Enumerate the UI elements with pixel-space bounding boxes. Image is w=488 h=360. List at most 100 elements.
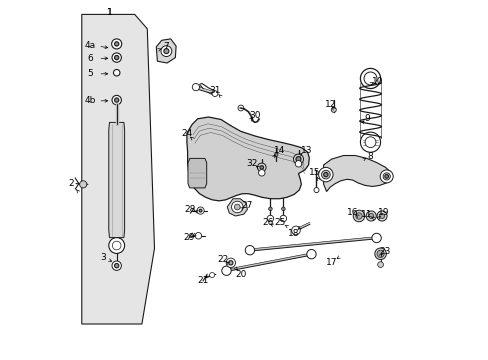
Circle shape bbox=[293, 154, 303, 164]
Circle shape bbox=[266, 215, 273, 222]
Circle shape bbox=[257, 163, 265, 172]
Circle shape bbox=[321, 170, 329, 179]
Text: 8: 8 bbox=[366, 152, 372, 161]
Text: 1: 1 bbox=[106, 8, 112, 17]
Circle shape bbox=[112, 261, 121, 270]
Circle shape bbox=[258, 170, 264, 176]
Circle shape bbox=[197, 207, 204, 214]
Circle shape bbox=[368, 213, 373, 219]
Circle shape bbox=[114, 55, 119, 60]
Circle shape bbox=[108, 238, 124, 253]
Text: 2: 2 bbox=[68, 179, 74, 188]
Circle shape bbox=[161, 46, 171, 57]
Circle shape bbox=[80, 181, 87, 188]
Text: 4a: 4a bbox=[85, 40, 96, 49]
Text: 11: 11 bbox=[361, 210, 372, 219]
Text: 27: 27 bbox=[241, 201, 253, 210]
Text: 5: 5 bbox=[87, 69, 93, 78]
Circle shape bbox=[377, 262, 383, 267]
Polygon shape bbox=[187, 158, 206, 188]
Text: 18: 18 bbox=[288, 229, 299, 238]
Circle shape bbox=[313, 188, 318, 193]
Polygon shape bbox=[322, 156, 390, 192]
Polygon shape bbox=[227, 199, 247, 216]
Circle shape bbox=[260, 166, 263, 169]
Polygon shape bbox=[156, 39, 176, 63]
Circle shape bbox=[195, 233, 201, 239]
Polygon shape bbox=[108, 122, 124, 238]
Text: 22: 22 bbox=[217, 256, 228, 264]
Circle shape bbox=[114, 42, 119, 46]
Circle shape bbox=[238, 105, 244, 111]
Circle shape bbox=[295, 157, 301, 162]
Circle shape bbox=[268, 207, 272, 211]
Circle shape bbox=[234, 204, 240, 210]
Circle shape bbox=[323, 172, 327, 177]
Circle shape bbox=[306, 249, 316, 259]
Circle shape bbox=[365, 137, 375, 148]
Circle shape bbox=[295, 161, 301, 167]
Circle shape bbox=[371, 233, 381, 243]
Circle shape bbox=[163, 49, 168, 54]
Text: 10: 10 bbox=[371, 77, 383, 85]
Circle shape bbox=[366, 211, 375, 221]
Circle shape bbox=[228, 261, 232, 265]
Circle shape bbox=[382, 173, 389, 180]
Text: 29: 29 bbox=[183, 233, 194, 242]
Text: 24: 24 bbox=[181, 129, 192, 138]
Circle shape bbox=[376, 250, 384, 257]
Circle shape bbox=[360, 68, 380, 89]
Circle shape bbox=[112, 53, 121, 62]
Text: 28: 28 bbox=[183, 205, 195, 214]
Circle shape bbox=[225, 258, 235, 267]
Circle shape bbox=[291, 226, 300, 235]
Circle shape bbox=[199, 209, 202, 212]
Circle shape bbox=[374, 248, 386, 260]
Text: 31: 31 bbox=[209, 86, 220, 95]
Text: 12: 12 bbox=[324, 100, 335, 109]
Text: 1: 1 bbox=[106, 8, 112, 17]
Text: 21: 21 bbox=[197, 276, 208, 284]
Circle shape bbox=[360, 132, 380, 152]
Text: 6: 6 bbox=[87, 54, 93, 63]
Circle shape bbox=[209, 273, 214, 278]
Text: 16: 16 bbox=[346, 208, 358, 217]
Circle shape bbox=[114, 264, 119, 268]
Circle shape bbox=[111, 39, 122, 49]
Text: 4b: 4b bbox=[84, 96, 96, 105]
Circle shape bbox=[376, 211, 386, 221]
Text: 7: 7 bbox=[163, 42, 168, 51]
Text: 25: 25 bbox=[274, 218, 285, 227]
Circle shape bbox=[114, 98, 119, 102]
Circle shape bbox=[280, 215, 286, 222]
Circle shape bbox=[192, 84, 199, 91]
Circle shape bbox=[379, 213, 384, 219]
Circle shape bbox=[274, 153, 277, 157]
Circle shape bbox=[212, 91, 218, 96]
Text: 17: 17 bbox=[325, 258, 337, 267]
Text: 9: 9 bbox=[363, 113, 369, 122]
Text: 32: 32 bbox=[246, 159, 258, 168]
Text: 3: 3 bbox=[101, 253, 106, 262]
Circle shape bbox=[318, 167, 332, 182]
Circle shape bbox=[222, 266, 231, 275]
Circle shape bbox=[113, 69, 120, 76]
Circle shape bbox=[380, 170, 392, 183]
Polygon shape bbox=[186, 117, 309, 201]
Circle shape bbox=[363, 72, 376, 85]
Text: 15: 15 bbox=[308, 168, 320, 177]
Text: 20: 20 bbox=[235, 270, 246, 279]
Circle shape bbox=[330, 107, 336, 112]
Circle shape bbox=[384, 175, 387, 178]
Text: 13: 13 bbox=[300, 145, 311, 155]
Circle shape bbox=[352, 210, 364, 222]
Text: 14: 14 bbox=[274, 145, 285, 155]
Text: 19: 19 bbox=[378, 208, 389, 217]
Circle shape bbox=[244, 246, 254, 255]
Circle shape bbox=[281, 207, 285, 211]
Polygon shape bbox=[81, 14, 154, 324]
Circle shape bbox=[355, 213, 362, 219]
Circle shape bbox=[112, 241, 121, 250]
Text: 26: 26 bbox=[262, 218, 273, 227]
Circle shape bbox=[231, 201, 243, 213]
